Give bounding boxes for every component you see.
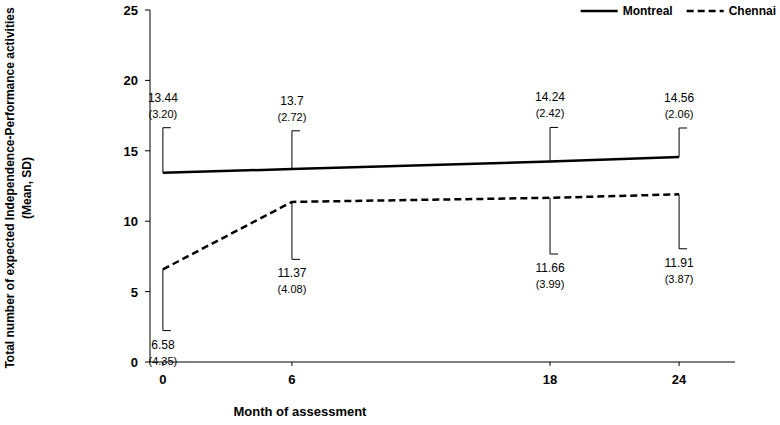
legend: Montreal Chennai — [581, 4, 776, 18]
x-tick — [550, 362, 551, 366]
legend-label: Montreal — [623, 4, 673, 18]
error-label: (3.99) — [536, 278, 565, 290]
series-line — [163, 194, 679, 269]
error-bar — [163, 128, 171, 173]
plot-area — [163, 127, 687, 330]
data-label: 11.91 — [665, 256, 694, 270]
error-label: (2.06) — [665, 108, 694, 120]
y-tick — [145, 291, 150, 292]
error-bar — [292, 202, 300, 259]
y-tick — [145, 221, 150, 222]
error-stem — [162, 269, 163, 330]
error-cap — [679, 248, 687, 249]
error-stem — [550, 127, 551, 161]
data-label: 13.7 — [280, 94, 304, 108]
data-label: 11.37 — [277, 266, 306, 280]
error-cap — [292, 259, 300, 260]
x-tick-label: 18 — [543, 372, 557, 387]
error-bar — [163, 269, 171, 330]
error-stem — [679, 194, 680, 248]
y-tick — [145, 10, 150, 11]
error-stem — [550, 198, 551, 254]
error-cap — [163, 330, 171, 331]
x-tick-label: 6 — [288, 372, 295, 387]
legend-label: Chennai — [729, 4, 776, 18]
data-label: 14.24 — [535, 90, 565, 104]
x-tick — [291, 362, 292, 366]
error-label: (3.87) — [665, 273, 694, 285]
error-bar — [679, 194, 687, 248]
error-stem — [679, 128, 680, 157]
error-stem — [291, 202, 292, 259]
legend-swatch — [581, 10, 618, 13]
y-tick-label: 25 — [124, 3, 138, 18]
error-bar — [550, 198, 558, 254]
x-tick-label: 24 — [672, 372, 687, 387]
data-label: 6.58 — [151, 338, 175, 352]
error-label: (2.42) — [536, 107, 565, 119]
y-tick — [145, 80, 150, 81]
error-cap — [679, 127, 687, 128]
error-cap — [550, 254, 558, 255]
y-tick-label: 10 — [124, 214, 138, 229]
error-label: (3.20) — [149, 108, 178, 120]
error-bar — [550, 127, 558, 161]
y-tick-label: 15 — [124, 144, 138, 159]
error-bar — [292, 131, 300, 169]
y-tick — [145, 150, 150, 151]
y-tick-label: 0 — [131, 355, 138, 370]
x-axis — [150, 362, 735, 363]
error-cap — [550, 127, 558, 128]
y-tick-label: 20 — [124, 73, 138, 88]
data-label: 11.66 — [535, 261, 564, 275]
data-labels: 13.44 (3.20) 13.7 (2.72) 14.24 (2.42) 14.56 (2.… — [148, 90, 695, 366]
error-stem — [162, 128, 163, 173]
data-label: 13.44 — [148, 91, 178, 105]
error-bar — [679, 128, 687, 157]
y-tick-label: 5 — [131, 285, 138, 300]
y-axis — [150, 10, 151, 362]
x-axis-label: Month of assessment — [234, 404, 368, 419]
error-label: (2.72) — [278, 111, 307, 123]
error-label: (4.08) — [278, 283, 307, 295]
error-cap — [163, 127, 171, 128]
chart: 0 5 10 15 20 25 0 6 18 24 Month of assessment Total… — [0, 0, 780, 425]
series-line — [163, 157, 679, 173]
error-cap — [292, 130, 300, 131]
error-label: (4.35) — [149, 355, 178, 367]
error-stem — [291, 131, 292, 169]
y-axis-label: (Mean, SD) — [20, 157, 34, 219]
y-axis-label: Total number of expected Independence-Pe… — [3, 7, 17, 369]
x-tick — [679, 362, 680, 366]
data-label: 14.56 — [664, 91, 694, 105]
legend-swatch — [687, 10, 724, 13]
x-tick-label: 0 — [159, 372, 166, 387]
